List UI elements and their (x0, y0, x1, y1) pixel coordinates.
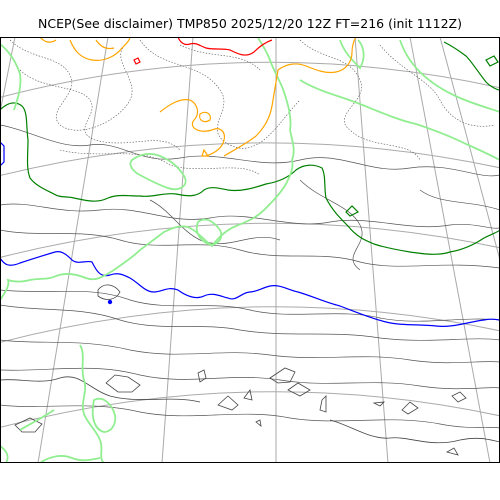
coastlines (0, 284, 500, 456)
island (372, 401, 386, 407)
island (255, 419, 262, 427)
island (401, 401, 419, 415)
island (287, 382, 311, 397)
coast (0, 376, 201, 403)
island (269, 367, 296, 384)
island (14, 417, 43, 433)
isotherm-12c (39, 37, 357, 157)
isotherms-dotted (9, 39, 496, 176)
island (451, 391, 467, 403)
meridian (439, 37, 500, 261)
island (319, 395, 327, 413)
meridian (409, 37, 491, 463)
parallel (0, 142, 500, 177)
map-canvas (0, 37, 500, 463)
island (197, 369, 207, 383)
isotherm-6c (0, 41, 500, 255)
parallel (0, 306, 500, 343)
station-dot (107, 299, 113, 305)
island (97, 284, 121, 300)
map-title: NCEP(See disclaimer) TMP850 2025/12/20 1… (38, 16, 462, 31)
island (243, 389, 253, 401)
map-frame (0, 37, 500, 463)
isotherm-9c (0, 37, 500, 463)
island (445, 447, 459, 456)
isotherm-0c (0, 141, 500, 327)
meridian (354, 37, 389, 463)
meridian (37, 37, 109, 463)
parallel (0, 222, 500, 258)
coast (329, 419, 500, 444)
island (217, 395, 239, 411)
isotherms-fine (0, 124, 500, 429)
meridian (161, 37, 194, 463)
isotherm-15c (133, 37, 273, 65)
island (105, 374, 141, 393)
